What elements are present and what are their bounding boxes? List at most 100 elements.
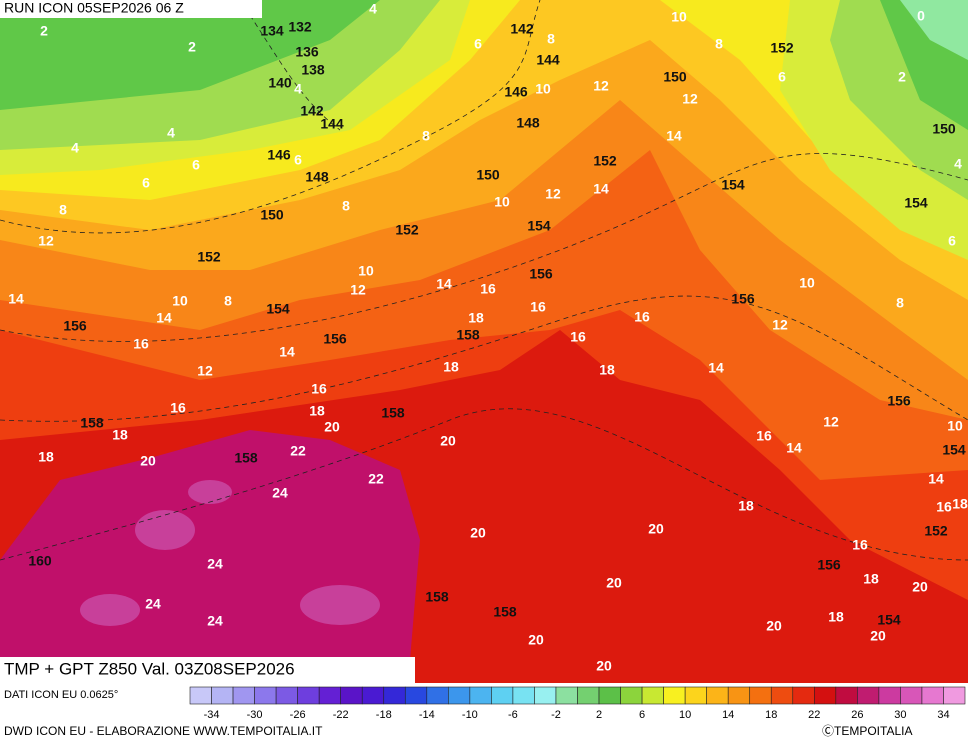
temperature-label: 8 — [224, 293, 232, 309]
colorbar-tick-label: -18 — [376, 709, 392, 721]
geopotential-label: 134 — [260, 23, 284, 39]
geopotential-label: 148 — [305, 169, 329, 185]
temperature-label: 16 — [936, 499, 952, 515]
colorbar-box — [900, 686, 923, 705]
temperature-label: 14 — [8, 291, 24, 307]
geopotential-label: 136 — [295, 44, 319, 60]
geopotential-label: 146 — [504, 84, 528, 100]
temperature-label: 20 — [528, 632, 544, 648]
temperature-label: 6 — [778, 69, 786, 85]
temperature-label: 14 — [593, 181, 609, 197]
temperature-label: 20 — [140, 453, 156, 469]
geopotential-label: 154 — [877, 612, 901, 628]
temperature-label: 12 — [772, 317, 788, 333]
temperature-label: 22 — [368, 471, 384, 487]
colorbar-box — [383, 686, 406, 705]
colorbar-tick-label: 18 — [765, 709, 777, 721]
temperature-label: 24 — [207, 613, 223, 629]
temperature-label: 24 — [272, 485, 288, 501]
temperature-label: 10 — [358, 263, 374, 279]
geopotential-label: 150 — [663, 69, 687, 85]
colorbar-box — [275, 686, 298, 705]
temperature-label: 18 — [828, 609, 844, 625]
temperature-label: 4 — [954, 156, 962, 172]
run-label: RUN ICON 05SEP2026 06 Z — [4, 0, 184, 16]
temperature-label: 16 — [530, 299, 546, 315]
title-box — [0, 657, 415, 683]
colorbar-box — [297, 686, 320, 705]
colorbar-box — [620, 686, 643, 705]
colorbar-box — [749, 686, 772, 705]
colorbar-tick-label: 10 — [679, 709, 691, 721]
geopotential-label: 158 — [381, 405, 405, 421]
geopotential-label: 154 — [527, 218, 551, 234]
temperature-label: 12 — [350, 282, 366, 298]
colorbar-box — [598, 686, 621, 705]
temperature-label: 6 — [294, 152, 302, 168]
temperature-label: 8 — [896, 295, 904, 311]
temperature-label: 18 — [38, 449, 54, 465]
geopotential-label: 152 — [395, 222, 419, 238]
colorbar-box — [534, 686, 557, 705]
temperature-label: 14 — [786, 440, 802, 456]
geopotential-label: 154 — [266, 301, 290, 317]
temperature-label: 16 — [634, 309, 650, 325]
temperature-label: 2 — [188, 39, 196, 55]
temperature-label: 18 — [738, 498, 754, 514]
temperature-label: 2 — [40, 23, 48, 39]
colorbar-box — [663, 686, 686, 705]
geopotential-label: 142 — [510, 21, 534, 37]
temperature-label: 18 — [443, 359, 459, 375]
geopotential-label: 142 — [300, 103, 324, 119]
geopotential-label: 150 — [476, 167, 500, 183]
temperature-label: 14 — [708, 360, 724, 376]
temperature-label: 10 — [172, 293, 188, 309]
colorbar-tick-label: -34 — [204, 709, 220, 721]
temperature-label: 8 — [547, 31, 555, 47]
colorbar-box — [448, 686, 471, 705]
temperature-label: 24 — [145, 596, 161, 612]
geopotential-label: 148 — [516, 115, 540, 131]
geopotential-label: 132 — [288, 19, 312, 35]
geopotential-label: 158 — [493, 604, 517, 620]
geopotential-label: 152 — [593, 153, 617, 169]
geopotential-label: 158 — [234, 450, 258, 466]
colorbar-box — [340, 686, 363, 705]
colorbar-box — [706, 686, 729, 705]
temperature-label: 18 — [599, 362, 615, 378]
geopotential-label: 146 — [267, 147, 291, 163]
temperature-label: 10 — [671, 9, 687, 25]
colorbar-tick-label: 34 — [937, 709, 949, 721]
temperature-label: 10 — [799, 275, 815, 291]
temperature-label: 16 — [170, 400, 186, 416]
temperature-label: 0 — [917, 8, 925, 24]
temperature-label: 20 — [324, 419, 340, 435]
temperature-label: 20 — [606, 575, 622, 591]
map-title: TMP + GPT Z850 Val. 03Z08SEP2026 — [4, 659, 295, 678]
temperature-label: 12 — [197, 363, 213, 379]
geopotential-label: 156 — [731, 291, 755, 307]
credit: DWD ICON EU - ELABORAZIONE WWW.TEMPOITAL… — [4, 724, 323, 738]
temperature-label: 14 — [279, 344, 295, 360]
colorbar-box — [512, 686, 535, 705]
temperature-label: 8 — [422, 128, 430, 144]
colorbar-tick-label: 6 — [639, 709, 645, 721]
temperature-label: 4 — [71, 140, 79, 156]
temperature-label: 8 — [715, 36, 723, 52]
temperature-label: 20 — [470, 525, 486, 541]
colorbar-tick-label: 2 — [596, 709, 602, 721]
temperature-label: 12 — [823, 414, 839, 430]
geopotential-label: 158 — [80, 415, 104, 431]
geopotential-label: 160 — [28, 553, 52, 569]
colorbar-tick-label: -2 — [551, 709, 561, 721]
colorbar-tick-label: 30 — [894, 709, 906, 721]
colorbar-box — [211, 686, 234, 705]
colorbar-tick-label: -6 — [508, 709, 518, 721]
geopotential-label: 138 — [301, 62, 325, 78]
temperature-label: 12 — [545, 186, 561, 202]
colorbar-box — [770, 686, 794, 705]
colorbar-box — [555, 686, 578, 705]
colorbar-box — [189, 686, 212, 705]
temperature-label: 14 — [436, 276, 452, 292]
